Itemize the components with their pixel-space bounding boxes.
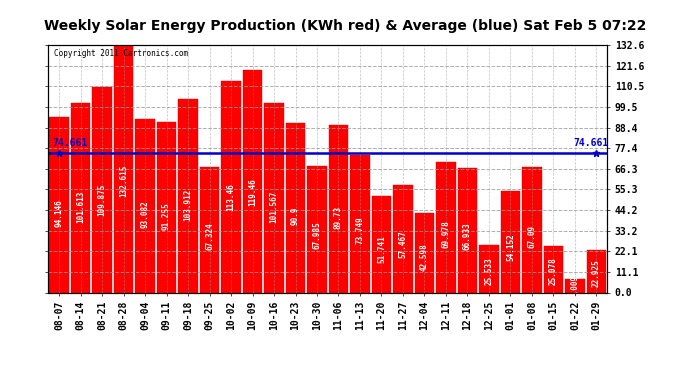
Bar: [264, 103, 284, 292]
Text: 94.146: 94.146: [55, 200, 63, 227]
Text: 101.613: 101.613: [76, 191, 85, 224]
Bar: [436, 162, 455, 292]
Text: 132.615: 132.615: [119, 165, 128, 197]
Text: 109.875: 109.875: [97, 184, 106, 216]
Bar: [71, 103, 90, 292]
Bar: [114, 45, 133, 292]
Bar: [565, 279, 584, 292]
Text: 113.46: 113.46: [226, 183, 235, 211]
Text: 67.985: 67.985: [313, 222, 322, 249]
Text: 73.749: 73.749: [355, 217, 364, 244]
Text: 90.9: 90.9: [291, 207, 300, 225]
Text: 57.467: 57.467: [399, 230, 408, 258]
Text: 25.533: 25.533: [484, 257, 493, 285]
Text: Copyright 2011 Cartronics.com: Copyright 2011 Cartronics.com: [54, 49, 188, 58]
Bar: [415, 213, 434, 292]
Bar: [351, 155, 370, 292]
Bar: [393, 185, 413, 292]
Text: 7.009: 7.009: [571, 275, 580, 298]
Text: 93.082: 93.082: [141, 201, 150, 228]
Text: 67.324: 67.324: [205, 222, 214, 250]
Bar: [480, 245, 499, 292]
Text: 91.255: 91.255: [162, 202, 171, 230]
Text: 42.598: 42.598: [420, 243, 429, 271]
Text: Weekly Solar Energy Production (KWh red) & Average (blue) Sat Feb 5 07:22: Weekly Solar Energy Production (KWh red)…: [43, 19, 647, 33]
Bar: [586, 250, 606, 292]
Text: 54.152: 54.152: [506, 233, 515, 261]
Text: 25.078: 25.078: [549, 258, 558, 285]
Text: 103.912: 103.912: [184, 189, 193, 221]
Bar: [307, 166, 326, 292]
Text: 74.661: 74.661: [52, 138, 88, 148]
Text: 89.73: 89.73: [334, 206, 343, 229]
Bar: [178, 99, 198, 292]
Text: 66.933: 66.933: [463, 222, 472, 250]
Text: 67.09: 67.09: [527, 225, 536, 248]
Bar: [157, 122, 176, 292]
Bar: [243, 69, 262, 292]
Bar: [544, 246, 563, 292]
Text: 22.925: 22.925: [592, 260, 601, 287]
Bar: [286, 123, 305, 292]
Bar: [221, 81, 241, 292]
Bar: [92, 87, 112, 292]
Bar: [329, 125, 348, 292]
Text: 69.978: 69.978: [442, 220, 451, 248]
Bar: [522, 167, 542, 292]
Bar: [50, 117, 69, 292]
Bar: [457, 168, 477, 292]
Text: 51.741: 51.741: [377, 235, 386, 263]
Text: 101.567: 101.567: [270, 191, 279, 224]
Bar: [200, 167, 219, 292]
Bar: [372, 196, 391, 292]
Text: 74.661: 74.661: [573, 138, 609, 148]
Text: 119.46: 119.46: [248, 178, 257, 206]
Bar: [501, 191, 520, 292]
Bar: [135, 119, 155, 292]
